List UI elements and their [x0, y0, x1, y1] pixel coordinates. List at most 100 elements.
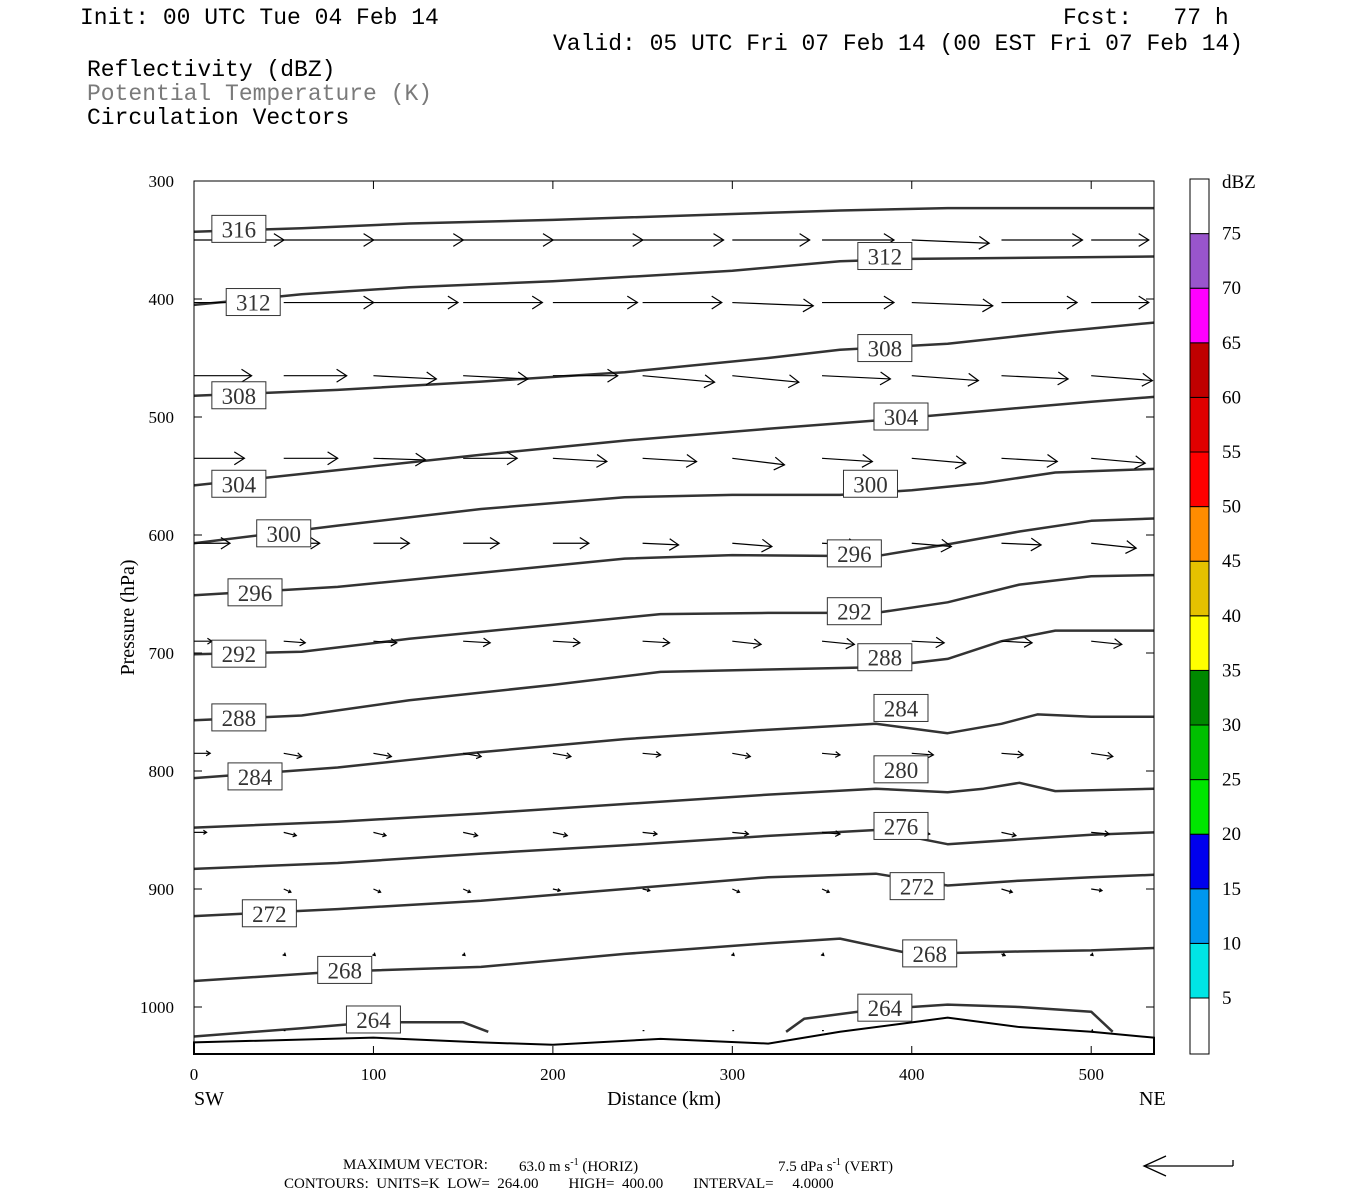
vector-shaft	[732, 457, 785, 466]
vector-head	[1134, 455, 1147, 470]
vector-head	[287, 889, 292, 894]
circulation-vector	[911, 235, 991, 250]
contour-label-text: 296	[238, 581, 273, 606]
circulation-vector	[1001, 295, 1079, 310]
circulation-vector	[552, 637, 582, 648]
vector-head	[562, 832, 569, 838]
colorbar-bin	[1189, 997, 1210, 1055]
contour-label: 312	[857, 242, 913, 271]
colorbar-bin	[1189, 451, 1210, 508]
contour-label-box	[889, 872, 945, 901]
circulation-vector	[1091, 233, 1150, 247]
y-tick-label: 300	[149, 172, 175, 191]
vector-head	[467, 889, 472, 894]
vector-shaft	[821, 888, 830, 893]
vector-shaft	[911, 457, 966, 464]
isentrope-264	[785, 1003, 1114, 1033]
vector-head	[685, 454, 698, 468]
contour-label-text: 288	[868, 646, 903, 671]
contour-label-text: 312	[236, 291, 271, 316]
vector-shaft	[1001, 375, 1069, 380]
circulation-vector	[732, 233, 811, 247]
circulation-vector	[463, 451, 519, 466]
vector-shaft	[1091, 888, 1103, 892]
contour-label-text: 300	[853, 472, 888, 497]
contour-label-box	[225, 288, 281, 317]
y-tick-label: 900	[149, 880, 175, 899]
contour-label: 284	[227, 762, 283, 791]
vector-shaft	[642, 375, 715, 383]
vector-head	[820, 952, 825, 957]
circulation-vector	[1001, 888, 1014, 894]
reference-vector	[1142, 1155, 1234, 1177]
colorbar-bin	[1189, 615, 1210, 671]
circulation-vector	[1091, 638, 1123, 650]
vector-shaft	[1001, 457, 1058, 463]
contour-label: 264	[857, 993, 913, 1022]
contour-label-text: 304	[884, 405, 919, 430]
vector-head	[489, 536, 501, 550]
contour-label-text: 292	[837, 600, 872, 625]
vector-head	[967, 372, 980, 387]
circulation-vector	[642, 888, 651, 893]
colorbar-bin	[1189, 779, 1210, 835]
contour-label: 304	[873, 402, 929, 431]
vector-head	[241, 368, 253, 383]
vector-shaft	[732, 375, 799, 383]
vector-head	[310, 536, 321, 550]
colorbar-level-label: 50	[1222, 497, 1241, 518]
vector-head	[377, 889, 382, 894]
circulation-vector	[642, 830, 659, 837]
circulation-vector	[372, 952, 377, 957]
vector-shaft	[642, 542, 679, 546]
isentrope-276	[193, 828, 1155, 871]
vector-shaft	[1091, 375, 1153, 382]
colorbar-level-label: 40	[1222, 606, 1241, 627]
circulation-vector	[463, 295, 544, 310]
colorbar-level-label: 20	[1222, 824, 1241, 845]
vector-head	[743, 830, 750, 837]
circulation-vector	[462, 888, 472, 894]
colorbar-bin	[1189, 560, 1210, 617]
circulation-vector	[373, 831, 388, 838]
isentrope-292	[193, 573, 1155, 656]
circulation-vector	[732, 752, 752, 760]
contour-label: 296	[227, 578, 283, 607]
vector-head	[711, 295, 723, 310]
contour-label-text: 316	[222, 217, 257, 242]
circulation-vectors	[194, 233, 1154, 1033]
vector-shaft	[732, 831, 749, 835]
vector-head	[655, 751, 662, 758]
vector-head	[386, 752, 393, 760]
circulation-vector	[732, 830, 750, 837]
circulation-vector	[732, 888, 741, 894]
left-end-label: SW	[194, 1088, 224, 1110]
circulation-vector	[283, 638, 307, 647]
vector-head	[1098, 888, 1104, 893]
vector-shaft	[732, 542, 772, 548]
vector-head	[482, 637, 492, 648]
colorbar-level-label: 70	[1222, 278, 1241, 299]
colorbar-level-label: 10	[1222, 933, 1241, 954]
circulation-vector	[642, 637, 671, 648]
circulation-vector	[821, 454, 874, 468]
x-tick-label: 200	[540, 1065, 566, 1084]
contour-label-text: 304	[222, 472, 257, 497]
vector-shaft	[642, 457, 697, 463]
contour-label: 288	[211, 703, 267, 732]
vector-shaft	[911, 752, 934, 756]
colorbar-bin	[1189, 233, 1210, 289]
y-tick-label: 700	[149, 644, 175, 663]
max-vector-label: MAXIMUM VECTOR:	[343, 1157, 488, 1173]
vector-head	[1066, 295, 1079, 310]
circulation-vector	[821, 637, 856, 650]
circulation-vector	[1091, 751, 1114, 760]
plot-frame	[193, 180, 1155, 1055]
vector-shaft	[552, 457, 607, 463]
circulation-vector	[911, 538, 953, 553]
vector-shaft	[373, 375, 437, 380]
contour-label-box	[211, 214, 267, 243]
colorbar-bin	[1189, 342, 1210, 398]
circulation-vector	[642, 295, 723, 310]
contour-label: 276	[873, 811, 929, 840]
